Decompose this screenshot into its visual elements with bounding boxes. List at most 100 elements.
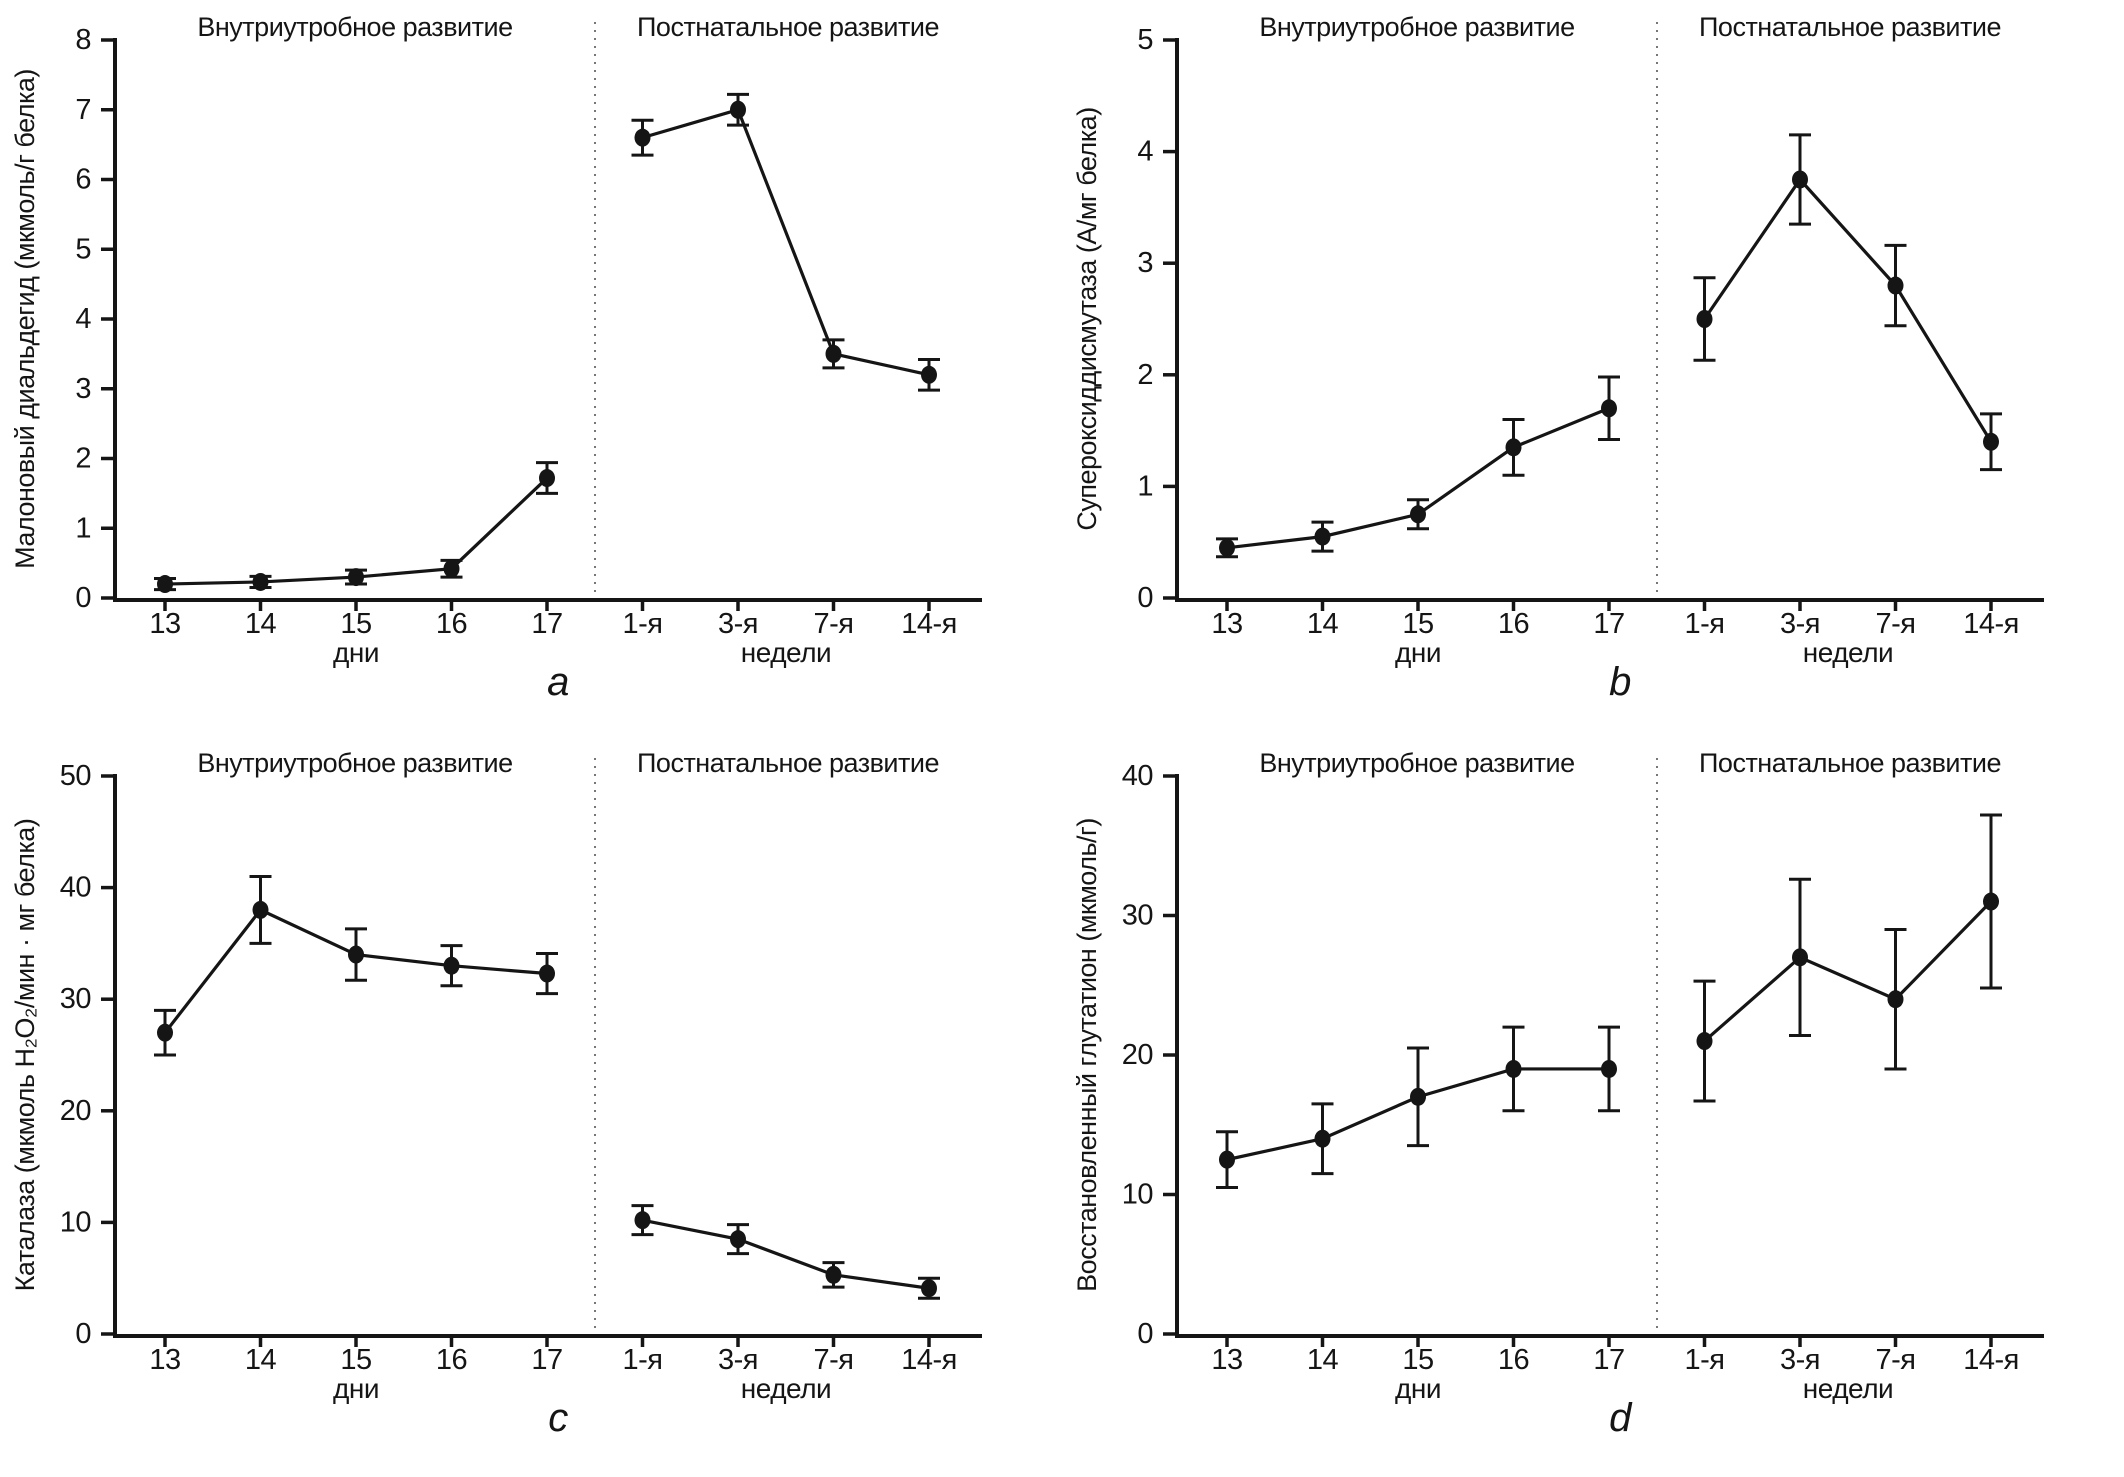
y-tick-label: 1: [75, 512, 91, 544]
y-tick-label: 8: [75, 24, 91, 56]
x-tick-label: 7-я: [1876, 1344, 1916, 1376]
x-tick-label: 15: [340, 608, 371, 640]
y-axis-label: Малоновый диальдегид (мкмоль/г белка): [10, 69, 40, 569]
y-tick-label: 10: [1122, 1179, 1153, 1211]
y-tick-label: 10: [60, 1206, 91, 1238]
x-tick-label: 15: [1402, 608, 1433, 640]
data-point: [1314, 527, 1331, 546]
data-point: [921, 1279, 937, 1298]
data-line-right: [1703, 176, 1993, 443]
x-tick-label: 17: [531, 608, 562, 640]
axes: [1175, 38, 2044, 602]
x-group-label-weeks: недели: [741, 1373, 831, 1404]
x-tick-label: 15: [340, 1344, 371, 1376]
axes: [113, 774, 982, 1338]
panel-letter: a: [547, 660, 569, 704]
data-point: [1887, 990, 1904, 1009]
data-point: [1696, 1032, 1713, 1051]
region-title-left: Внутриутробное развитие: [197, 748, 512, 778]
x-tick-label: 3-я: [718, 1344, 758, 1376]
x-tick-label: 14: [245, 608, 277, 640]
panel-letter: b: [1609, 660, 1631, 704]
x-tick-label: 1-я: [623, 608, 663, 640]
data-point: [539, 469, 555, 488]
y-tick-label: 40: [1122, 760, 1153, 792]
y-tick-label: 20: [60, 1095, 91, 1127]
region-title-right: Постнатальное развитие: [1699, 748, 2001, 778]
data-line-right: [642, 1218, 930, 1290]
x-tick-label: 14-я: [1963, 608, 2019, 640]
x-tick-label: 17: [1593, 1344, 1624, 1376]
x-tick-label: 17: [1593, 608, 1624, 640]
data-point: [1887, 276, 1904, 295]
chart-panel-a: Внутриутробное развитие Постнатальное раз…: [10, 12, 982, 704]
data-point: [1219, 1150, 1235, 1169]
y-tick-label: 7: [75, 94, 91, 126]
x-tick-label: 13: [1211, 608, 1242, 640]
data-point: [730, 100, 746, 119]
data-point: [157, 575, 173, 594]
x-tick-label: 15: [1402, 1344, 1433, 1376]
y-tick-label: 4: [1137, 136, 1153, 168]
x-tick-label: 14: [1307, 1344, 1339, 1376]
x-tick-label: 7-я: [814, 608, 854, 640]
x-tick-label: 13: [149, 608, 180, 640]
x-group-label-weeks: недели: [1803, 1373, 1893, 1404]
data-point: [252, 900, 269, 919]
region-title-left: Внутриутробное развитие: [1259, 12, 1574, 42]
y-tick-label: 6: [75, 164, 91, 196]
data-point: [634, 128, 651, 147]
y-tick-label: 4: [75, 303, 91, 335]
data-point: [825, 1265, 842, 1284]
x-tick-label: 14-я: [901, 608, 957, 640]
x-tick-label: 16: [436, 608, 467, 640]
data-point: [1505, 1059, 1522, 1078]
chart-panel-c: Внутриутробное развитие Постнатальное раз…: [10, 748, 982, 1440]
y-tick-label: 2: [1137, 359, 1153, 391]
data-point: [157, 1023, 173, 1042]
chart-panel-d: Внутриутробное развитие Постнатальное раз…: [1072, 748, 2044, 1440]
x-group-label-days: дни: [333, 1373, 379, 1404]
data-point: [1983, 892, 1999, 911]
y-axis-label: Каталаза (мкмоль Н₂О₂/мин · мг белка): [10, 819, 40, 1292]
y-tick-label: 20: [1122, 1039, 1153, 1071]
x-tick-label: 3-я: [1780, 1344, 1820, 1376]
data-point: [1410, 1087, 1426, 1106]
data-point: [1601, 399, 1617, 418]
data-point: [1601, 1059, 1617, 1078]
x-group-label-days: дни: [1395, 1373, 1441, 1404]
data-point: [634, 1211, 651, 1230]
data-point: [1314, 1129, 1331, 1148]
x-tick-label: 1-я: [1685, 1344, 1725, 1376]
x-tick-label: 7-я: [814, 1344, 854, 1376]
x-tick-label: 16: [1498, 1344, 1529, 1376]
y-tick-label: 0: [1137, 1318, 1153, 1350]
region-title-left: Внутриутробное развитие: [197, 12, 512, 42]
x-tick-label: 1-я: [1685, 608, 1725, 640]
data-line-right: [642, 107, 930, 377]
x-tick-label: 13: [1211, 1344, 1242, 1376]
y-tick-label: 50: [60, 760, 91, 792]
data-point: [252, 572, 269, 591]
y-tick-label: 30: [1122, 900, 1153, 932]
x-group-label-days: дни: [333, 637, 379, 668]
x-tick-label: 14-я: [1963, 1344, 2019, 1376]
axes: [113, 38, 982, 602]
data-point: [1505, 438, 1522, 457]
region-title-left: Внутриутробное развитие: [1259, 748, 1574, 778]
x-tick-label: 14: [1307, 608, 1339, 640]
data-point: [443, 559, 460, 578]
data-point: [1983, 432, 1999, 451]
data-point: [348, 568, 364, 587]
data-point: [348, 945, 364, 964]
data-point: [825, 344, 842, 363]
panel-a: Внутриутробное развитие Постнатальное раз…: [0, 0, 1062, 736]
panel-letter: d: [1609, 1396, 1633, 1440]
y-tick-label: 30: [60, 983, 91, 1015]
data-point: [730, 1230, 746, 1249]
y-tick-label: 5: [1137, 24, 1153, 56]
chart-panel-b: Внутриутробное развитие Постнатальное раз…: [1072, 12, 2044, 704]
data-point: [1696, 310, 1713, 328]
x-tick-label: 3-я: [1780, 608, 1820, 640]
x-tick-label: 16: [436, 1344, 467, 1376]
